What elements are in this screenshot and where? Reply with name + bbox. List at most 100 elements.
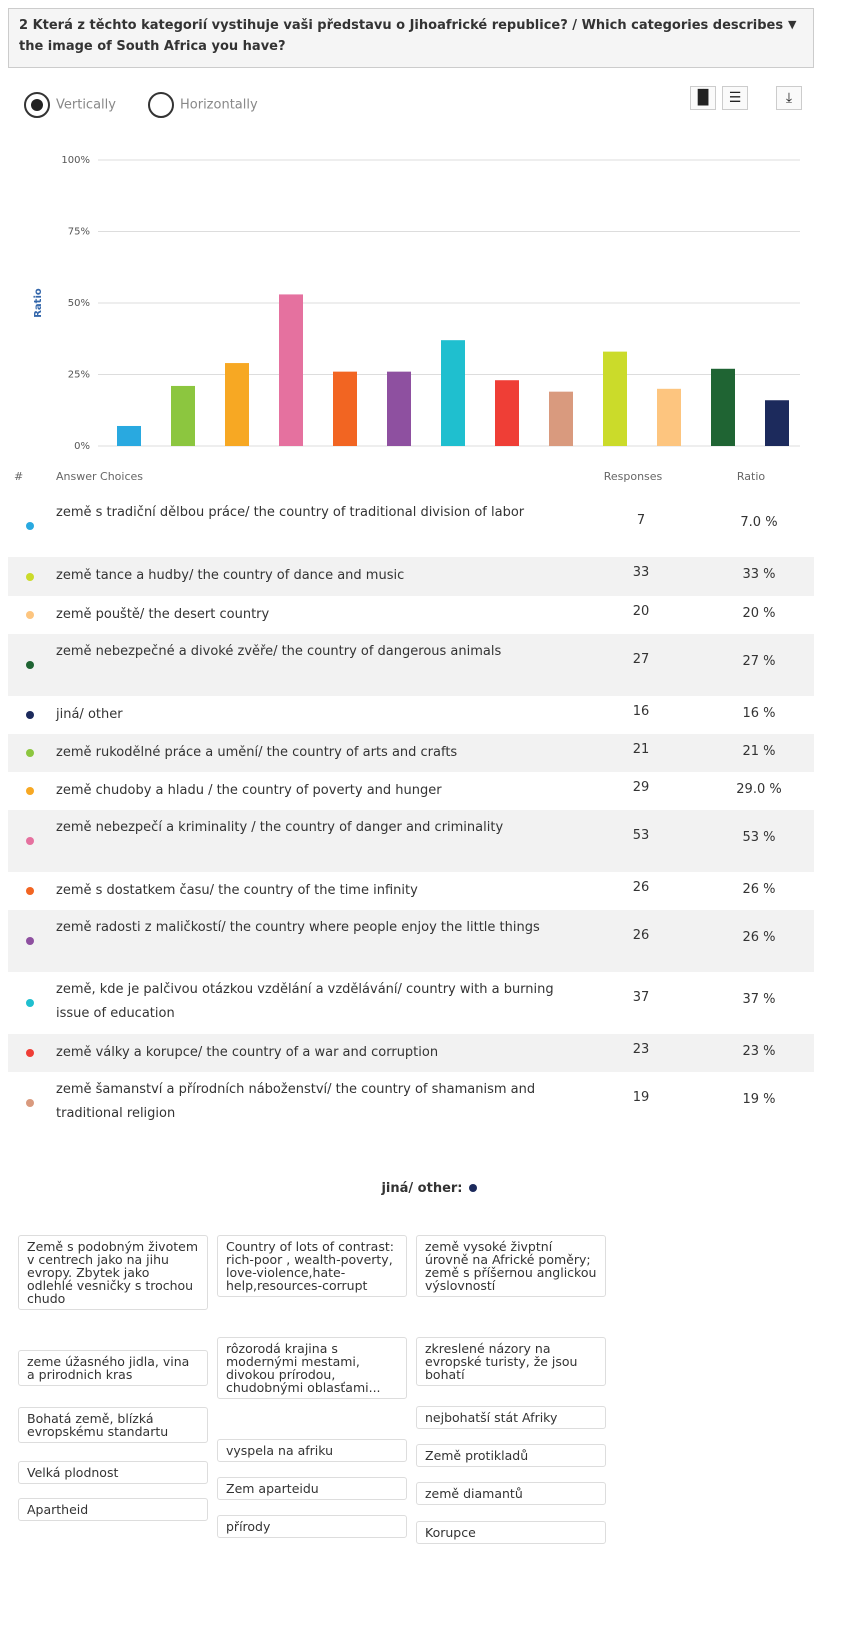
bar	[603, 351, 627, 446]
other-title-text: jiná/ other:	[381, 1181, 463, 1196]
bar	[279, 294, 303, 446]
legend-dot	[26, 572, 34, 581]
dropdown-arrow[interactable]: ▼	[788, 18, 797, 31]
legend-dot	[26, 887, 34, 895]
list-icon[interactable]: ☰	[722, 86, 748, 110]
legend-dot	[26, 1049, 34, 1057]
ratio: 23 %	[742, 1044, 776, 1059]
responses: 19	[632, 1090, 650, 1105]
legend-dot	[26, 711, 34, 719]
question-header[interactable]: 2 Která z těchto kategorií vystihuje vaš…	[8, 8, 814, 68]
bar	[495, 380, 519, 446]
y-axis-label: Ratio	[33, 288, 44, 318]
responses: 27	[632, 652, 650, 667]
other-answer: Korupce	[416, 1521, 606, 1544]
table-header-cell: Answer Choices	[56, 470, 143, 483]
legend-dot	[26, 522, 34, 530]
y-tick-label: 0%	[74, 441, 90, 452]
bar-chart-icon[interactable]: ▐▌	[690, 86, 716, 110]
radio-circle[interactable]	[148, 92, 174, 118]
other-answer: Země protikladů	[416, 1444, 606, 1467]
other-answer: zeme úžasného jidla, vina a prirodnich k…	[18, 1350, 208, 1386]
radio-label: Horizontally	[180, 97, 258, 113]
responses: 21	[632, 742, 650, 757]
ratio: 26 %	[742, 930, 776, 945]
y-tick-label: 50%	[68, 298, 90, 309]
other-answer: Apartheid	[18, 1498, 208, 1521]
other-answer: přírody	[217, 1515, 407, 1538]
responses: 7	[636, 513, 646, 528]
bar	[441, 340, 465, 446]
table-header-cell: #	[14, 470, 24, 483]
answer-text: země, kde je palčivou otázkou vzdělání a…	[56, 982, 554, 1021]
answer-text: země radosti z maličkostí/ the country w…	[56, 920, 540, 935]
legend-dot	[26, 749, 34, 757]
other-answer: rôzorodá krajina s modernými mestami, di…	[217, 1337, 407, 1399]
other-answer: země vysoké živptní úrovně na Africké po…	[416, 1235, 606, 1297]
table-row: země pouště/ the desert country 20 20 %	[8, 596, 814, 634]
legend-dot	[26, 611, 34, 619]
ratio: 37 %	[742, 992, 776, 1007]
bar	[171, 385, 195, 446]
table-row: země tance a hudby/ the country of dance…	[8, 557, 814, 596]
download-icon[interactable]: ⤓	[776, 86, 802, 110]
responses: 37	[632, 990, 650, 1005]
other-dot	[468, 1184, 477, 1192]
ratio: 27 %	[742, 654, 776, 669]
responses: 23	[632, 1042, 650, 1057]
y-tick-label: 25%	[68, 370, 90, 381]
other-answer: vyspela na afriku	[217, 1439, 407, 1462]
table-row: jiná/ other 16 16 %	[8, 696, 814, 734]
other-answer: země diamantů	[416, 1482, 606, 1505]
other-answer: Země s podobným životem v centrech jako …	[18, 1235, 208, 1310]
question-text: 2 Která z těchto kategorií vystihuje vaš…	[19, 18, 784, 54]
table-row: země rukodělné práce a umění/ the countr…	[8, 734, 814, 772]
answer-text: země války a korupce/ the country of a w…	[56, 1045, 439, 1060]
table-row: země s dostatkem času/ the country of th…	[8, 872, 814, 910]
answer-text: jiná/ other	[56, 707, 123, 722]
table-row: země války a korupce/ the country of a w…	[8, 1034, 814, 1072]
answer-text: země s dostatkem času/ the country of th…	[56, 883, 418, 898]
ratio: 29.0 %	[736, 782, 782, 797]
radio-circle[interactable]	[24, 92, 50, 118]
responses: 26	[632, 928, 650, 943]
answer-text: země s tradiční dělbou práce/ the countr…	[56, 505, 525, 520]
legend-dot	[26, 937, 34, 945]
answer-text: země rukodělné práce a umění/ the countr…	[56, 745, 458, 760]
bar	[711, 368, 735, 446]
answer-text: země nebezpečí a kriminality / the count…	[56, 820, 504, 835]
ratio: 33 %	[742, 567, 776, 582]
bar	[333, 371, 357, 446]
table-row: země nebezpečí a kriminality / the count…	[8, 810, 814, 872]
other-title: jiná/ other:	[0, 1181, 858, 1196]
bar	[765, 400, 789, 446]
radio-option[interactable]: Vertically	[24, 92, 116, 118]
legend-dot	[26, 1099, 34, 1107]
answer-text: země šamanství a přírodních náboženství/…	[56, 1082, 536, 1121]
answer-text: země tance a hudby/ the country of dance…	[56, 568, 405, 583]
responses: 20	[632, 604, 650, 619]
responses: 26	[632, 880, 650, 895]
ratio: 19 %	[742, 1092, 776, 1107]
legend-dot	[26, 787, 34, 795]
ratio: 16 %	[742, 706, 776, 721]
radio-label: Vertically	[56, 97, 116, 113]
radio-option[interactable]: Horizontally	[148, 92, 258, 118]
other-answer: Velká plodnost	[18, 1461, 208, 1484]
chart: 0% 25% 50% 75% 100% Ratio	[33, 155, 800, 452]
bar	[387, 371, 411, 446]
table-row: země, kde je palčivou otázkou vzdělání a…	[8, 972, 814, 1034]
other-answer: Zem aparteidu	[217, 1477, 407, 1500]
answer-text: země pouště/ the desert country	[56, 607, 270, 622]
table-row: země šamanství a přírodních náboženství/…	[8, 1072, 814, 1134]
table-row: země nebezpečné a divoké zvěře/ the coun…	[8, 634, 814, 696]
responses: 53	[632, 828, 650, 843]
bar	[657, 388, 681, 446]
responses: 16	[632, 704, 650, 719]
legend-dot	[26, 661, 34, 669]
ratio: 53 %	[742, 830, 776, 845]
legend-dot	[26, 837, 34, 845]
ratio: 21 %	[742, 744, 776, 759]
table-row: země chudoby a hladu / the country of po…	[8, 772, 814, 810]
